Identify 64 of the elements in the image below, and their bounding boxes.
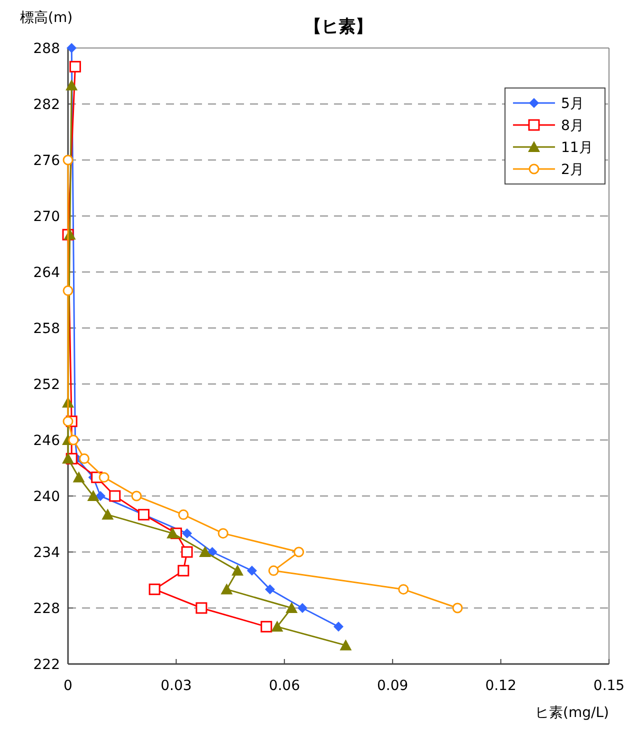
x-tick-label: 0.06 [268,678,300,694]
legend-label: 11月 [561,140,593,156]
point [182,528,192,538]
point [271,620,284,632]
point [87,490,100,501]
y-axis-title: 標高(m) [20,10,73,26]
y-tick-label: 270 [33,209,60,225]
x-tick-label: 0.12 [485,678,516,694]
point [340,639,352,650]
legend-label: 2月 [561,162,584,178]
point [62,416,74,427]
legend-label: 5月 [561,96,584,112]
point [220,583,233,594]
y-tick-label: 258 [33,321,60,337]
point [452,602,463,614]
point [72,471,85,482]
point [62,154,74,166]
point [334,622,344,632]
point [98,472,110,483]
point [95,491,106,501]
legend-label: 8月 [561,118,584,134]
point [297,603,308,613]
y-tick-label: 288 [33,41,60,57]
point [109,490,121,502]
x-tick-label: 0 [64,678,72,694]
point [398,584,409,595]
point [246,566,257,576]
point [181,546,193,558]
point [78,453,90,464]
y-tick-label: 276 [33,153,60,169]
point [268,565,279,576]
y-tick-label: 222 [33,657,60,673]
point [138,508,150,520]
y-tick-label: 246 [33,433,60,449]
point [166,527,179,538]
point [260,620,272,632]
point [62,285,74,296]
point [286,602,298,613]
y-tick-label: 252 [33,377,60,393]
x-tick-label: 0.03 [160,678,192,694]
point [218,528,228,539]
point [148,584,160,596]
x-axis-title: ヒ素(mg/L) [535,705,609,721]
point [294,546,304,558]
point [66,43,77,53]
point [178,564,190,576]
point [131,490,142,502]
x-tick-label: 0.15 [593,678,625,694]
y-tick-label: 228 [33,601,60,617]
point [264,584,275,594]
y-tick-label: 264 [33,265,60,281]
y-tick-label: 282 [33,97,60,113]
point [69,60,81,72]
chart-title: 【ヒ素】 [304,17,372,37]
x-tick-label: 0.09 [377,678,408,694]
point [62,452,74,464]
point [102,508,114,520]
point [178,509,189,520]
y-tick-label: 240 [33,489,60,505]
point [196,602,208,614]
point [232,564,244,576]
point [199,546,212,557]
y-tick-label: 234 [33,545,60,561]
point [66,79,78,90]
